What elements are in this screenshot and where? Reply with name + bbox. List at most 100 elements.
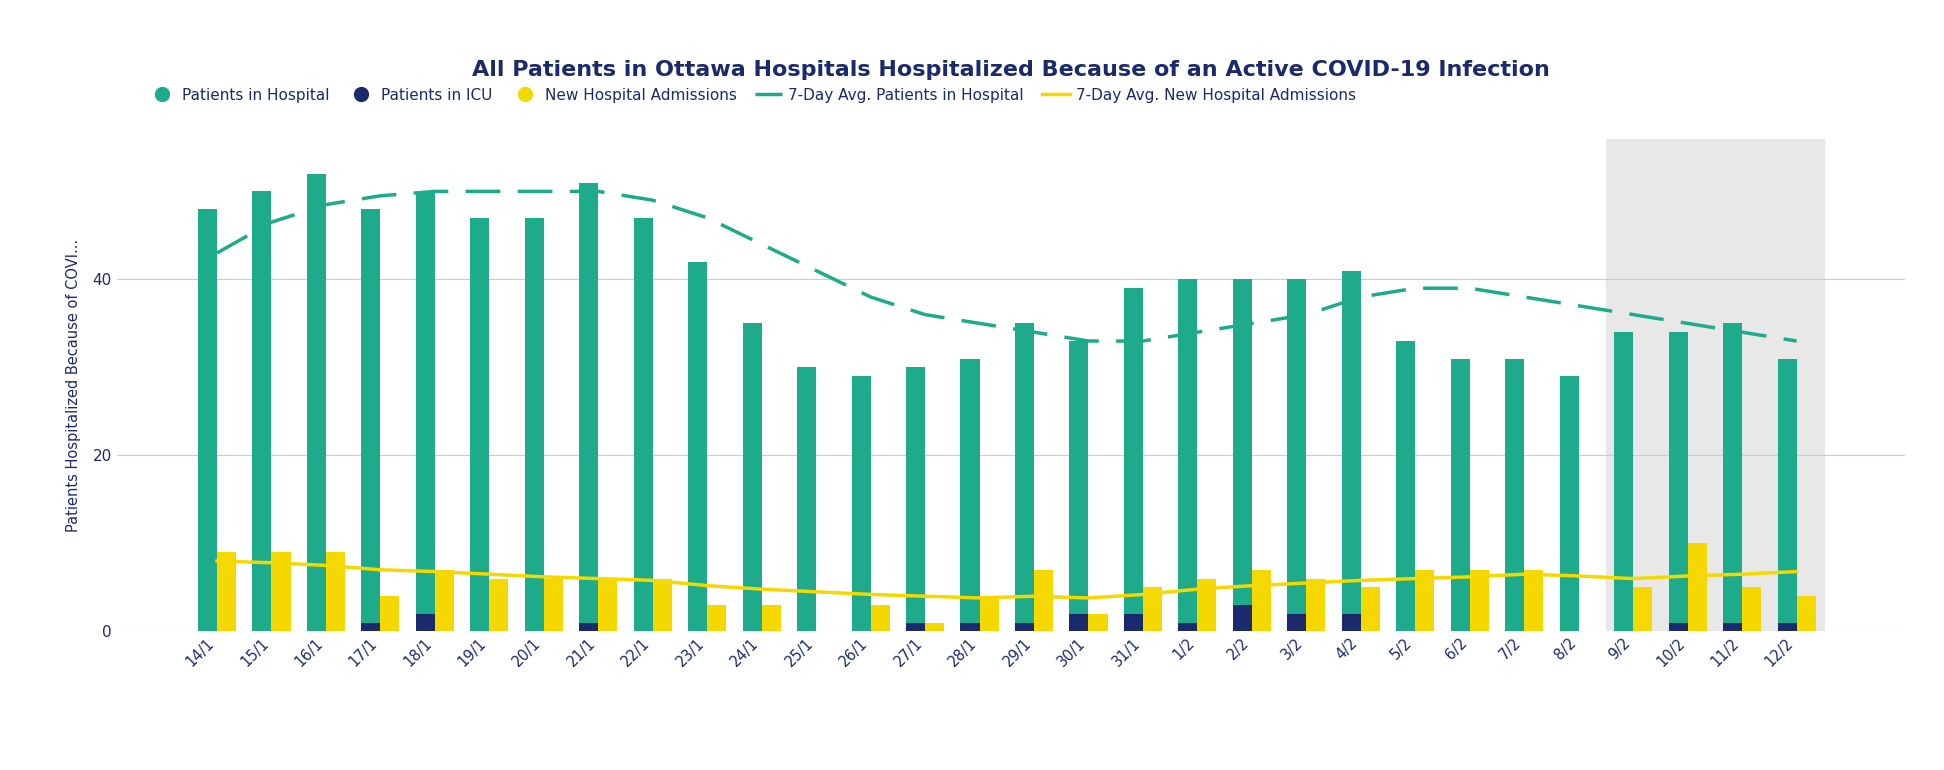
7-Day Avg. Patients in Hospital <box>587 187 610 196</box>
Bar <box>1034 570 1054 631</box>
7-Day Avg. New Hospital Admissions <box>587 574 610 583</box>
Bar <box>1777 359 1796 631</box>
Bar <box>470 218 490 631</box>
7-Day Avg. Patients in Hospital <box>859 293 883 302</box>
Bar <box>1687 544 1707 631</box>
Bar <box>1341 614 1361 631</box>
Bar <box>1505 359 1524 631</box>
7-Day Avg. New Hospital Admissions <box>260 558 284 567</box>
Bar <box>1470 570 1489 631</box>
7-Day Avg. Patients in Hospital <box>424 187 447 196</box>
Bar <box>490 578 509 631</box>
Bar <box>906 623 925 631</box>
Bar <box>307 174 327 631</box>
7-Day Avg. New Hospital Admissions <box>1404 574 1427 583</box>
Line: 7-Day Avg. Patients in Hospital: 7-Day Avg. Patients in Hospital <box>218 192 1796 341</box>
7-Day Avg. New Hospital Admissions <box>859 590 883 599</box>
7-Day Avg. New Hospital Admissions <box>805 588 828 597</box>
Bar <box>525 218 544 631</box>
Bar <box>1198 578 1217 631</box>
7-Day Avg. Patients in Hospital <box>478 187 502 196</box>
Bar <box>743 323 762 631</box>
Bar <box>1396 341 1415 631</box>
Bar <box>797 367 816 631</box>
7-Day Avg. New Hospital Admissions <box>315 561 338 570</box>
7-Day Avg. New Hospital Admissions <box>750 584 774 594</box>
7-Day Avg. New Hospital Admissions <box>968 594 991 603</box>
Bar <box>381 596 399 631</box>
7-Day Avg. New Hospital Admissions <box>206 557 229 566</box>
Bar <box>327 552 344 631</box>
7-Day Avg. Patients in Hospital <box>642 196 665 205</box>
7-Day Avg. Patients in Hospital <box>1131 336 1155 346</box>
7-Day Avg. New Hospital Admissions <box>1077 594 1100 603</box>
7-Day Avg. Patients in Hospital <box>696 213 719 223</box>
7-Day Avg. Patients in Hospital <box>1621 310 1645 320</box>
Bar <box>688 262 708 631</box>
7-Day Avg. Patients in Hospital <box>1785 336 1808 346</box>
Bar <box>906 367 925 631</box>
7-Day Avg. New Hospital Admissions <box>1512 570 1536 579</box>
7-Day Avg. Patients in Hospital <box>533 187 556 196</box>
Bar <box>708 605 727 631</box>
7-Day Avg. New Hospital Admissions <box>1676 571 1699 581</box>
Bar <box>980 596 999 631</box>
Bar <box>1668 332 1687 631</box>
7-Day Avg. Patients in Hospital <box>1567 301 1590 310</box>
Bar <box>1069 614 1089 631</box>
Bar <box>579 182 599 631</box>
7-Day Avg. New Hospital Admissions <box>533 572 556 581</box>
7-Day Avg. New Hospital Admissions <box>1458 572 1481 581</box>
Bar <box>272 552 290 631</box>
Bar <box>1796 596 1816 631</box>
Bar <box>1668 623 1687 631</box>
Title: All Patients in Ottawa Hospitals Hospitalized Because of an Active COVID-19 Infe: All Patients in Ottawa Hospitals Hospita… <box>472 60 1549 80</box>
Bar <box>653 578 673 631</box>
Bar <box>416 614 435 631</box>
7-Day Avg. New Hospital Admissions <box>1567 571 1590 581</box>
7-Day Avg. New Hospital Admissions <box>1295 578 1318 588</box>
7-Day Avg. Patients in Hospital <box>1676 319 1699 328</box>
Bar <box>960 359 980 631</box>
Bar <box>1178 623 1198 631</box>
7-Day Avg. Patients in Hospital <box>1240 319 1264 328</box>
Y-axis label: Patients Hospitalized Because of COVI...: Patients Hospitalized Because of COVI... <box>66 239 82 531</box>
7-Day Avg. Patients in Hospital <box>1404 283 1427 293</box>
Bar <box>1287 280 1306 631</box>
7-Day Avg. Patients in Hospital <box>1023 327 1046 336</box>
Bar <box>925 623 945 631</box>
Legend: Patients in Hospital, Patients in ICU, New Hospital Admissions, 7-Day Avg. Patie: Patients in Hospital, Patients in ICU, N… <box>142 82 1363 109</box>
7-Day Avg. New Hospital Admissions <box>369 565 393 574</box>
7-Day Avg. Patients in Hospital <box>1077 336 1100 346</box>
Bar <box>1559 377 1579 631</box>
Bar <box>1722 323 1742 631</box>
7-Day Avg. New Hospital Admissions <box>1349 576 1372 585</box>
Bar <box>1606 139 1823 631</box>
7-Day Avg. New Hospital Admissions <box>478 570 502 579</box>
7-Day Avg. New Hospital Admissions <box>424 567 447 576</box>
Bar <box>1614 332 1633 631</box>
7-Day Avg. Patients in Hospital <box>1730 327 1753 336</box>
Line: 7-Day Avg. New Hospital Admissions: 7-Day Avg. New Hospital Admissions <box>218 561 1796 598</box>
Bar <box>1015 623 1034 631</box>
7-Day Avg. Patients in Hospital <box>260 218 284 227</box>
7-Day Avg. New Hospital Admissions <box>1730 570 1753 579</box>
Bar <box>218 552 235 631</box>
Bar <box>1633 588 1652 631</box>
7-Day Avg. New Hospital Admissions <box>1023 591 1046 601</box>
Bar <box>362 623 381 631</box>
Bar <box>1143 588 1163 631</box>
Bar <box>1722 623 1742 631</box>
7-Day Avg. Patients in Hospital <box>1295 310 1318 320</box>
Bar <box>1178 280 1198 631</box>
Bar <box>851 377 871 631</box>
Bar <box>198 209 218 631</box>
Bar <box>1069 341 1089 631</box>
Bar <box>1124 288 1143 631</box>
7-Day Avg. Patients in Hospital <box>805 266 828 275</box>
Bar <box>599 578 618 631</box>
Bar <box>362 209 381 631</box>
7-Day Avg. New Hospital Admissions <box>914 591 937 601</box>
Bar <box>1287 614 1306 631</box>
Bar <box>1524 570 1544 631</box>
